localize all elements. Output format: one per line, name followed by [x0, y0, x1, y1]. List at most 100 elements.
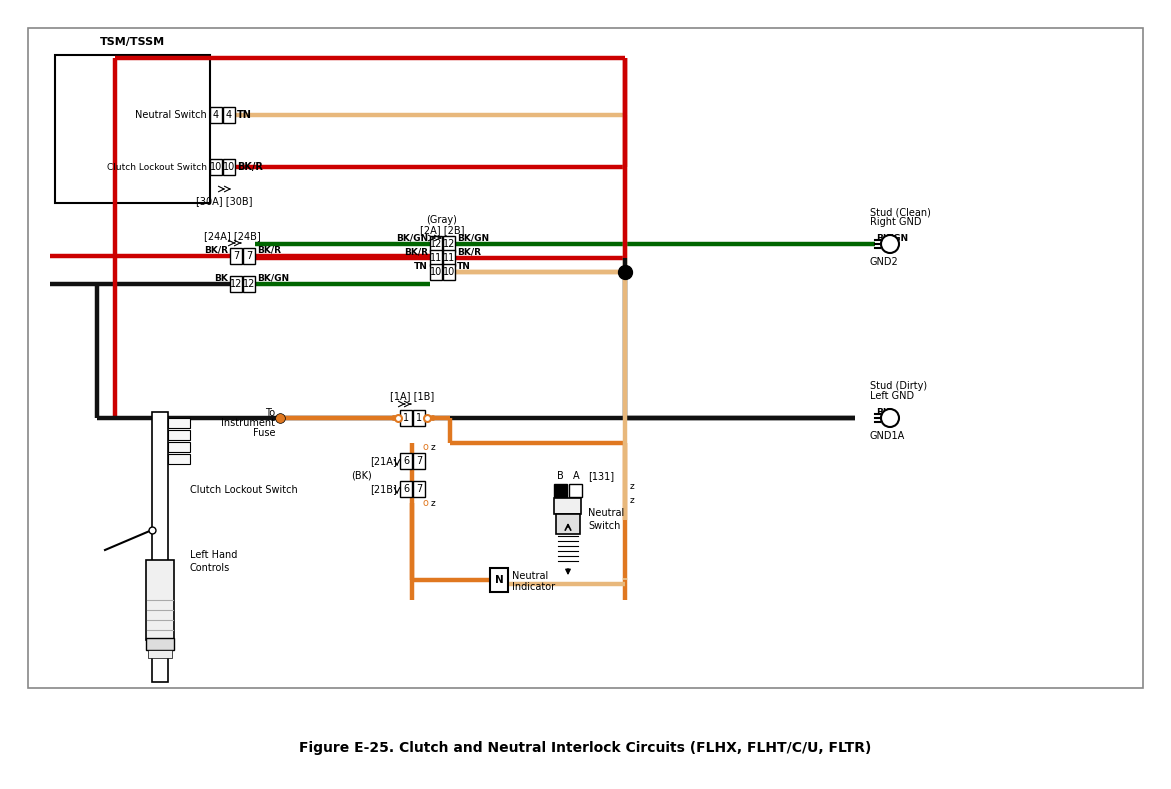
Bar: [148, 650, 172, 658]
Text: BK/R: BK/R: [204, 245, 228, 255]
Text: BK/GN: BK/GN: [256, 274, 289, 282]
Text: Right GND: Right GND: [870, 217, 922, 227]
Bar: [413, 453, 425, 469]
Text: A: A: [573, 471, 580, 481]
Bar: [146, 638, 174, 650]
Bar: [230, 276, 242, 292]
Bar: [244, 248, 255, 264]
Text: 7: 7: [246, 251, 252, 261]
Bar: [400, 453, 412, 469]
Text: TN: TN: [415, 261, 427, 271]
Text: 12: 12: [230, 279, 242, 289]
Text: 4: 4: [226, 110, 232, 120]
Bar: [244, 276, 255, 292]
Text: Clutch Lockout Switch: Clutch Lockout Switch: [107, 163, 207, 171]
Bar: [413, 410, 425, 426]
Text: 12: 12: [430, 239, 443, 249]
Text: 6: 6: [403, 484, 409, 494]
Text: Neutral Switch: Neutral Switch: [135, 110, 207, 120]
Text: Neutral: Neutral: [512, 571, 548, 581]
Text: Figure E-25. Clutch and Neutral Interlock Circuits (FLHX, FLHT/C/U, FLTR): Figure E-25. Clutch and Neutral Interloc…: [299, 741, 871, 755]
Text: BK/GN: BK/GN: [457, 234, 489, 242]
Text: 11: 11: [443, 253, 456, 263]
Text: 7: 7: [416, 456, 422, 466]
Text: z: z: [431, 443, 436, 451]
Bar: [28, 28, 1143, 688]
Text: [24A] [24B]: [24A] [24B]: [204, 231, 260, 241]
Bar: [556, 514, 580, 534]
Bar: [222, 159, 235, 175]
Text: 4: 4: [213, 110, 219, 120]
Bar: [443, 264, 456, 280]
Text: (BK): (BK): [351, 470, 372, 480]
Bar: [146, 560, 174, 640]
Text: GND1A: GND1A: [870, 431, 905, 441]
Text: z: z: [431, 499, 436, 507]
Bar: [55, 55, 210, 203]
Text: TSM/TSSM: TSM/TSSM: [100, 37, 165, 47]
Circle shape: [881, 409, 899, 427]
Text: z: z: [630, 495, 635, 504]
Text: [131]: [131]: [588, 471, 614, 481]
Bar: [554, 484, 567, 497]
Text: TN: TN: [237, 110, 252, 120]
Bar: [400, 481, 412, 497]
Text: o: o: [422, 442, 427, 452]
Bar: [152, 412, 167, 682]
Text: GND2: GND2: [870, 257, 899, 267]
Text: N: N: [494, 575, 504, 585]
Bar: [443, 250, 456, 266]
Bar: [210, 107, 222, 123]
Text: 1: 1: [403, 413, 409, 423]
Text: Left Hand: Left Hand: [190, 550, 238, 560]
Bar: [167, 454, 190, 464]
Text: 10: 10: [222, 162, 235, 172]
Bar: [167, 418, 190, 428]
Circle shape: [881, 235, 899, 253]
Text: BK/GN: BK/GN: [396, 234, 427, 242]
Text: BK/R: BK/R: [457, 248, 481, 256]
Bar: [210, 159, 222, 175]
Text: BK/GN: BK/GN: [876, 234, 909, 242]
Text: o: o: [429, 413, 434, 423]
Text: Stud (Clean): Stud (Clean): [870, 207, 931, 217]
Bar: [430, 236, 441, 252]
Bar: [167, 430, 190, 440]
Bar: [443, 236, 456, 252]
Text: [21A]: [21A]: [370, 456, 397, 466]
Text: 12: 12: [443, 239, 456, 249]
Text: BK/R: BK/R: [256, 245, 281, 255]
Bar: [167, 442, 190, 452]
Text: 10: 10: [430, 267, 443, 277]
Text: 1: 1: [416, 413, 422, 423]
Text: [30A] [30B]: [30A] [30B]: [196, 196, 252, 206]
Bar: [569, 484, 582, 497]
Text: BK/R: BK/R: [237, 162, 262, 172]
Text: Instrument: Instrument: [221, 418, 275, 428]
Text: 10: 10: [443, 267, 456, 277]
Text: Neutral: Neutral: [588, 508, 624, 518]
Text: 7: 7: [416, 484, 422, 494]
Text: Stud (Dirty): Stud (Dirty): [870, 381, 927, 391]
Text: Indicator: Indicator: [512, 582, 555, 592]
Text: BK: BK: [876, 407, 890, 417]
Text: z: z: [630, 481, 635, 491]
Text: 10: 10: [210, 162, 222, 172]
Text: BK: BK: [214, 274, 228, 282]
Text: Left GND: Left GND: [870, 391, 915, 401]
Text: o: o: [422, 498, 427, 508]
Text: (Gray): (Gray): [426, 215, 458, 225]
Bar: [489, 568, 508, 592]
Text: B: B: [556, 471, 563, 481]
Bar: [230, 248, 242, 264]
Text: [1A] [1B]: [1A] [1B]: [390, 391, 434, 401]
Text: TN: TN: [457, 261, 471, 271]
FancyArrowPatch shape: [566, 569, 570, 574]
Text: 12: 12: [242, 279, 255, 289]
Bar: [222, 107, 235, 123]
Text: Controls: Controls: [190, 563, 231, 573]
Text: Switch: Switch: [588, 521, 621, 531]
Bar: [413, 481, 425, 497]
Text: [2A] [2B]: [2A] [2B]: [419, 225, 464, 235]
Text: To: To: [265, 408, 275, 418]
